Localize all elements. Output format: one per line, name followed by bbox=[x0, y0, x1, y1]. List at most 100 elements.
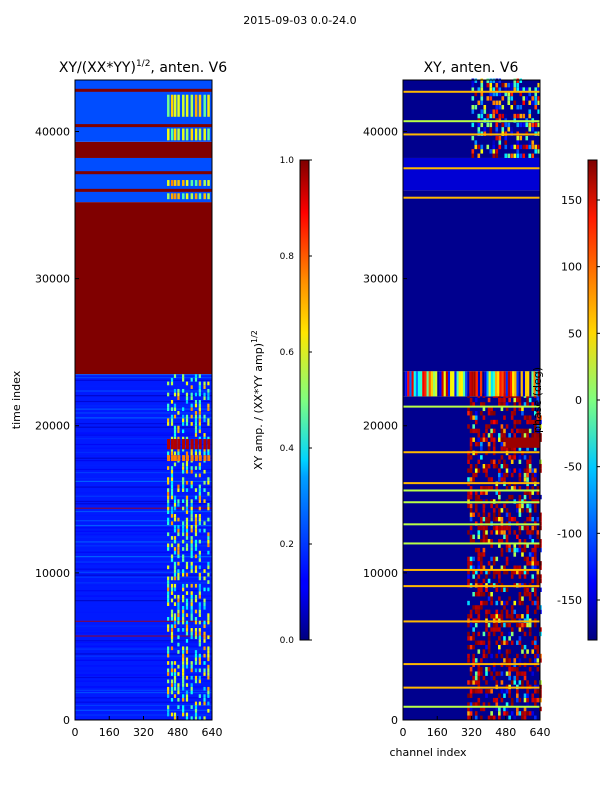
heatmap-cell bbox=[190, 690, 193, 695]
heatmap-cell bbox=[194, 193, 198, 200]
heatmap-cell bbox=[182, 609, 185, 614]
heatmap-cell bbox=[492, 437, 496, 442]
heatmap-cell bbox=[469, 614, 473, 619]
heatmap-cell bbox=[510, 428, 514, 434]
heatmap-cell bbox=[492, 675, 496, 681]
heatmap-cell bbox=[503, 397, 506, 403]
heatmap-cell bbox=[525, 135, 529, 141]
heatmap-cell bbox=[523, 592, 527, 597]
heatmap-cell bbox=[477, 609, 481, 615]
heatmap-cell bbox=[489, 149, 493, 154]
heatmap-cell bbox=[516, 693, 519, 698]
heatmap-cell bbox=[185, 488, 189, 492]
heatmap-cell bbox=[482, 592, 486, 597]
heatmap-cell bbox=[482, 565, 486, 570]
heatmap-cell bbox=[177, 411, 180, 415]
heatmap-cell bbox=[510, 631, 514, 637]
heatmap-cell bbox=[500, 640, 504, 645]
heatmap-cell bbox=[477, 530, 481, 535]
heatmap-cell bbox=[518, 636, 522, 641]
heatmap-cell bbox=[170, 521, 174, 526]
heatmap-cell bbox=[536, 689, 540, 694]
heatmap-streak bbox=[75, 471, 212, 474]
heatmap-cell bbox=[523, 715, 527, 720]
heatmap-cell bbox=[521, 649, 524, 654]
heatmap-cell bbox=[518, 397, 522, 403]
heatmap-cell bbox=[177, 438, 181, 450]
heatmap-cell bbox=[194, 569, 198, 573]
heatmap-cell bbox=[486, 122, 490, 128]
heatmap-cell bbox=[173, 455, 177, 462]
heatmap-cell bbox=[534, 543, 537, 548]
heatmap-cell bbox=[490, 702, 493, 707]
heatmap-cell bbox=[526, 472, 529, 478]
heatmap-cell bbox=[482, 508, 486, 513]
heatmap-cell bbox=[194, 180, 198, 186]
heatmap-cell bbox=[469, 561, 473, 566]
heatmap-cell bbox=[474, 503, 478, 509]
heatmap-streak bbox=[75, 412, 212, 414]
heatmap-cell bbox=[170, 455, 174, 462]
heatmap-cell bbox=[474, 464, 478, 469]
heatmap-cell bbox=[190, 525, 193, 529]
heatmap-cell bbox=[472, 565, 475, 570]
heatmap-cell bbox=[207, 477, 210, 481]
heatmap-cell bbox=[503, 534, 506, 540]
heatmap-cell bbox=[185, 128, 189, 141]
heatmap-cell bbox=[467, 494, 470, 500]
heatmap-streak bbox=[75, 576, 212, 578]
heatmap-cell bbox=[203, 576, 206, 581]
heatmap-cell bbox=[500, 406, 504, 412]
heatmap-cell bbox=[472, 534, 475, 540]
heatmap-cell bbox=[492, 113, 496, 119]
heatmap-cell bbox=[528, 464, 532, 469]
heatmap-cell bbox=[507, 127, 511, 132]
heatmap-cell bbox=[508, 486, 511, 491]
heatmap-cell bbox=[190, 466, 193, 470]
heatmap-cell bbox=[472, 702, 475, 707]
heatmap-cell bbox=[477, 574, 481, 579]
heatmap-cell bbox=[190, 385, 193, 389]
heatmap-cell bbox=[510, 697, 514, 703]
heatmap-cell bbox=[523, 494, 527, 500]
heatmap-cell bbox=[203, 716, 206, 720]
heatmap-line bbox=[403, 542, 540, 545]
heatmap-cell bbox=[492, 459, 496, 464]
heatmap-cell bbox=[485, 530, 488, 535]
heatmap-cell bbox=[528, 516, 532, 522]
heatmap-cell bbox=[477, 512, 481, 517]
heatmap-cell bbox=[474, 411, 478, 416]
heatmap-cell bbox=[534, 468, 537, 473]
phase-panel: XY, anten. V6 0 160 320 480 640 010000200003… bbox=[363, 60, 551, 759]
heatmap-cell bbox=[492, 512, 496, 517]
heatmap-cell bbox=[505, 569, 509, 575]
heatmap-streak bbox=[75, 625, 212, 627]
heatmap-cell bbox=[480, 437, 483, 442]
heatmap-cell bbox=[177, 628, 180, 632]
heatmap-cell bbox=[513, 552, 517, 557]
heatmap-cell bbox=[203, 392, 206, 397]
heatmap-cell bbox=[537, 144, 541, 150]
heatmap-cell bbox=[519, 135, 523, 141]
heatmap-cell bbox=[487, 539, 491, 544]
heatmap-cell bbox=[190, 554, 193, 559]
heatmap-cell bbox=[480, 525, 483, 531]
heatmap-cell bbox=[487, 622, 491, 628]
heatmap-cell bbox=[488, 371, 491, 397]
heatmap-cell bbox=[508, 512, 511, 517]
heatmap-cell bbox=[519, 153, 523, 158]
heatmap-cell bbox=[207, 532, 210, 537]
heatmap-cell bbox=[207, 436, 210, 441]
heatmap-cell bbox=[469, 490, 473, 495]
heatmap-cell bbox=[482, 437, 486, 442]
heatmap-cell bbox=[407, 371, 410, 397]
heatmap-cell bbox=[518, 640, 522, 645]
heatmap-cell bbox=[170, 414, 174, 419]
heatmap-cell bbox=[477, 605, 481, 610]
heatmap-cell bbox=[528, 508, 532, 513]
heatmap-cell bbox=[503, 477, 506, 482]
heatmap-cell bbox=[182, 94, 185, 117]
heatmap-cell bbox=[177, 94, 180, 117]
heatmap-cell bbox=[474, 91, 478, 97]
heatmap-cell bbox=[182, 180, 185, 186]
